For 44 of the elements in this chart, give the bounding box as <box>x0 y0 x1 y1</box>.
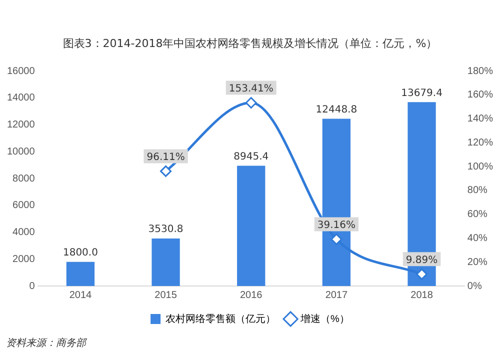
y2-tick-label: 160% <box>467 90 494 101</box>
y-tick-label: 10000 <box>6 146 36 158</box>
point <box>416 268 428 280</box>
data-label: 13679.4 <box>401 88 442 99</box>
y-tick-label: 6000 <box>12 200 36 212</box>
y2-tick-label: 0% <box>467 280 482 292</box>
data-label: 153.41% <box>228 83 274 94</box>
bar <box>66 262 95 286</box>
y2-tick-label: 180% <box>467 66 494 77</box>
bar <box>237 166 266 286</box>
x-tick-label: 2018 <box>410 290 434 301</box>
y2-tick-label: 40% <box>467 232 488 244</box>
data-label: 8945.4 <box>234 151 269 162</box>
y2-tick-label: 100% <box>467 161 494 172</box>
text: 资料来源：商务部 <box>6 336 86 350</box>
y-tick-label: 0 <box>29 280 36 292</box>
x-tick-label: 2015 <box>154 290 178 301</box>
y2-tick-label: 20% <box>467 256 488 268</box>
y-tick-label: 16000 <box>6 66 36 77</box>
y-tick-label: 8000 <box>12 173 36 184</box>
data-label: 39.16% <box>317 220 356 231</box>
bar <box>152 238 180 286</box>
y2-tick-label: 60% <box>467 209 488 220</box>
y2-tick-label: 120% <box>467 137 494 148</box>
point <box>330 233 342 245</box>
x-tick-label: 2017 <box>325 290 348 301</box>
y-tick-label: 4000 <box>12 227 36 238</box>
legend-label: 增速（%） <box>300 312 350 325</box>
y-tick-label: 12000 <box>6 120 36 130</box>
y2-tick-label: 80% <box>467 185 488 196</box>
data-label: 3530.8 <box>148 224 184 236</box>
x-tick-label: 2016 <box>240 290 263 301</box>
legend-label: 农村网络零售额（亿元） <box>166 312 276 325</box>
point <box>160 165 172 177</box>
data-label: 1800.0 <box>62 247 98 258</box>
y-tick-label: 14000 <box>6 92 36 104</box>
y-tick-label: 2000 <box>12 254 36 265</box>
chart-title: 图表3：2014-2018年中国农村网络零售规模及增长情况（单位：亿元，%） <box>62 36 438 51</box>
y2-tick-label: 140% <box>467 114 494 125</box>
data-label: 12448.8 <box>316 104 358 116</box>
point <box>245 97 257 109</box>
x-tick-label: 2014 <box>69 290 92 301</box>
data-label: 9.89% <box>406 254 438 266</box>
data-label: 96.11% <box>146 152 185 163</box>
